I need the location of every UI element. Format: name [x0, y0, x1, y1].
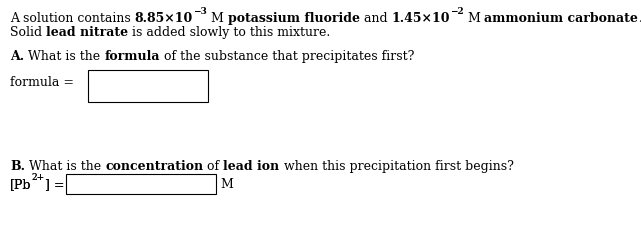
Text: of: of [203, 160, 223, 173]
Text: [Pb: [Pb [10, 178, 31, 191]
Text: 1.45×10: 1.45×10 [392, 12, 450, 25]
Text: ] =: ] = [45, 178, 64, 191]
Text: formula =: formula = [10, 76, 74, 89]
Text: 8.85×10: 8.85×10 [135, 12, 193, 25]
Text: ammonium carbonate: ammonium carbonate [485, 12, 638, 25]
Text: 2+: 2+ [31, 173, 45, 182]
Text: formula: formula [104, 50, 160, 63]
Text: lead ion: lead ion [223, 160, 279, 173]
Text: What is the: What is the [24, 50, 104, 63]
Text: 2+: 2+ [31, 173, 45, 182]
Text: and: and [360, 12, 392, 25]
Text: What is the: What is the [25, 160, 105, 173]
Text: .: . [638, 12, 641, 25]
Text: is added slowly to this mixture.: is added slowly to this mixture. [128, 26, 331, 39]
Text: when this precipitation first begins?: when this precipitation first begins? [279, 160, 513, 173]
Bar [66, 174, 216, 194]
Text: potassium fluoride: potassium fluoride [228, 12, 360, 25]
Text: lead nitrate: lead nitrate [46, 26, 128, 39]
Text: −2: −2 [450, 7, 463, 16]
Text: A solution contains: A solution contains [10, 12, 135, 25]
Text: [Pb: [Pb [10, 178, 31, 191]
Text: B.: B. [10, 160, 25, 173]
Text: M: M [463, 12, 485, 25]
Bar [88, 70, 208, 102]
Text: −3: −3 [193, 7, 207, 16]
Text: concentration: concentration [105, 160, 203, 173]
Text: M: M [207, 12, 228, 25]
Text: M: M [220, 178, 233, 191]
Text: of the substance that precipitates first?: of the substance that precipitates first… [160, 50, 414, 63]
Text: A.: A. [10, 50, 24, 63]
Text: ] =: ] = [45, 178, 64, 191]
Text: Solid: Solid [10, 26, 46, 39]
